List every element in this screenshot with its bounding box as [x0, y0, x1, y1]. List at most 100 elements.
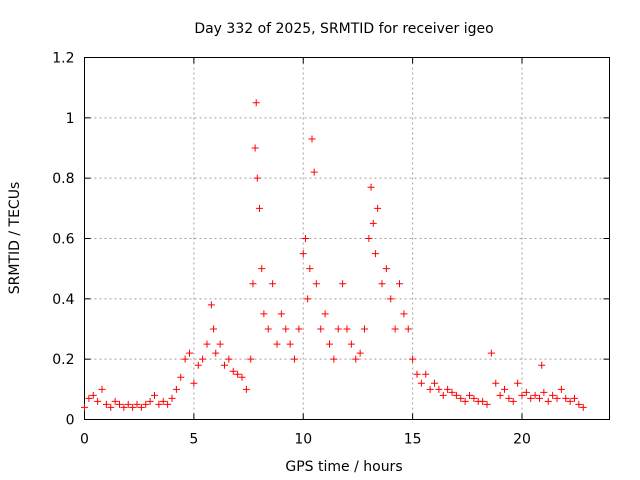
- data-point: [538, 361, 546, 369]
- axis-ticks: 0 0.2 0.4 0.6 0.8 1 1.2 0 5 10 15 20: [52, 51, 610, 448]
- data-point: [566, 397, 574, 405]
- data-point: [579, 403, 587, 411]
- data-point: [159, 397, 167, 405]
- data-point: [203, 340, 211, 348]
- data-point: [291, 355, 298, 363]
- data-point: [361, 325, 368, 333]
- data-point: [98, 385, 106, 393]
- data-point: [137, 403, 145, 411]
- data-point: [269, 280, 277, 288]
- data-point: [466, 391, 473, 399]
- data-point: [531, 391, 539, 399]
- data-point: [181, 355, 189, 363]
- data-point: [194, 361, 202, 369]
- data-point: [365, 235, 373, 242]
- data-point: [89, 391, 97, 399]
- data-point: [396, 280, 403, 288]
- data-point: [142, 400, 150, 408]
- data-point: [299, 250, 307, 258]
- data-point: [273, 340, 281, 348]
- data-point: [347, 340, 355, 348]
- data-point: [146, 397, 154, 405]
- data-point: [301, 235, 309, 242]
- data-point: [378, 280, 386, 288]
- data-point: [155, 400, 163, 408]
- data-point: [85, 394, 93, 402]
- data-point: [81, 403, 88, 411]
- data-point: [549, 391, 557, 399]
- data-point: [575, 400, 583, 408]
- data-point: [190, 379, 198, 387]
- data-point: [321, 310, 329, 318]
- y-tick-label: 0.8: [52, 171, 74, 187]
- data-point: [557, 385, 565, 393]
- data-point: [238, 373, 246, 381]
- data-point: [483, 400, 491, 408]
- x-axis-label: GPS time / hours: [285, 459, 402, 475]
- data-point: [186, 349, 193, 357]
- y-axis-label: SRMTID / TECUs: [7, 182, 23, 295]
- data-point: [234, 370, 242, 378]
- data-point: [435, 385, 443, 393]
- x-tick-label: 0: [80, 432, 89, 448]
- data-point: [252, 99, 260, 107]
- y-tick-label: 0.6: [52, 232, 74, 248]
- data-point: [452, 391, 460, 399]
- data-point: [553, 394, 561, 402]
- data-point: [249, 280, 257, 288]
- data-point: [133, 400, 141, 408]
- data-point: [382, 265, 390, 273]
- data-point: [229, 367, 237, 375]
- data-point: [487, 349, 495, 357]
- data-point: [391, 325, 399, 333]
- data-point: [120, 403, 128, 411]
- data-point: [509, 397, 517, 405]
- data-point: [282, 325, 290, 333]
- data-points: [81, 99, 587, 411]
- data-point: [505, 394, 513, 402]
- data-point: [151, 391, 158, 399]
- data-point: [479, 397, 487, 405]
- data-point: [177, 373, 185, 381]
- data-point: [264, 325, 272, 333]
- data-point: [439, 391, 447, 399]
- x-tick-label: 15: [404, 432, 422, 448]
- data-point: [417, 379, 425, 387]
- data-point: [470, 394, 478, 402]
- y-tick-label: 0.4: [52, 292, 74, 308]
- data-point: [339, 280, 347, 288]
- data-point: [536, 394, 543, 402]
- data-point: [260, 310, 268, 318]
- data-point: [369, 219, 377, 227]
- data-point: [199, 355, 207, 363]
- data-point: [334, 325, 342, 333]
- data-point: [562, 394, 570, 402]
- data-point: [212, 349, 220, 357]
- data-point: [102, 400, 110, 408]
- data-point: [277, 310, 285, 318]
- data-point: [242, 385, 250, 393]
- data-point: [295, 325, 303, 333]
- data-point: [124, 400, 132, 408]
- data-point: [317, 325, 325, 333]
- data-point: [404, 325, 412, 333]
- data-point: [371, 250, 379, 258]
- data-point: [94, 397, 102, 405]
- data-point: [253, 174, 261, 182]
- x-tick-label: 10: [294, 432, 312, 448]
- x-tick-label: 5: [189, 432, 198, 448]
- data-point: [444, 385, 452, 393]
- data-point: [413, 370, 421, 378]
- y-tick-label: 0: [66, 413, 75, 429]
- data-point: [308, 135, 316, 143]
- data-point: [256, 204, 263, 212]
- data-point: [461, 397, 469, 405]
- data-point: [326, 340, 333, 348]
- data-point: [111, 397, 119, 405]
- data-point: [312, 280, 320, 288]
- data-point: [116, 400, 123, 408]
- data-point: [409, 355, 417, 363]
- data-point: [514, 379, 522, 387]
